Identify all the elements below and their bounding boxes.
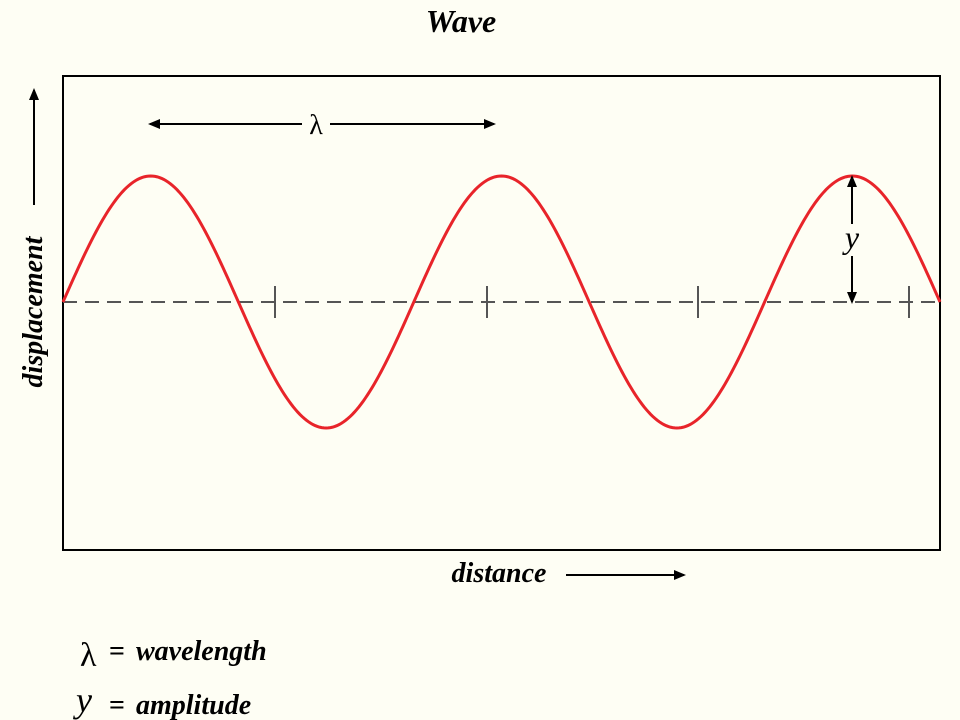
legend-wavelength: λ = wavelength bbox=[80, 636, 267, 674]
amplitude-arrow: y bbox=[842, 175, 860, 304]
legend-wavelength-text: wavelength bbox=[136, 636, 267, 667]
axis-ticks bbox=[274, 286, 910, 318]
legend-wavelength-symbol: λ bbox=[80, 637, 97, 674]
legend-amplitude: y = amplitude bbox=[73, 680, 251, 720]
x-axis-label-group: distance bbox=[452, 558, 686, 589]
legend-amplitude-equals: = bbox=[109, 690, 125, 720]
x-axis-label: distance bbox=[452, 558, 547, 589]
y-axis-label: displacement bbox=[18, 235, 49, 387]
wavelength-symbol: λ bbox=[309, 110, 323, 141]
wavelength-arrow: λ bbox=[148, 110, 496, 141]
legend-amplitude-symbol: y bbox=[73, 680, 92, 720]
plot-frame bbox=[62, 75, 941, 551]
legend-amplitude-text: amplitude bbox=[136, 690, 251, 720]
diagram-title: Wave bbox=[426, 3, 496, 39]
legend-wavelength-equals: = bbox=[109, 636, 125, 667]
y-axis-label-group: displacement bbox=[18, 88, 49, 387]
sine-wave bbox=[61, 174, 942, 430]
amplitude-symbol: y bbox=[842, 219, 860, 255]
legend: λ = wavelength y = amplitude bbox=[73, 636, 267, 720]
